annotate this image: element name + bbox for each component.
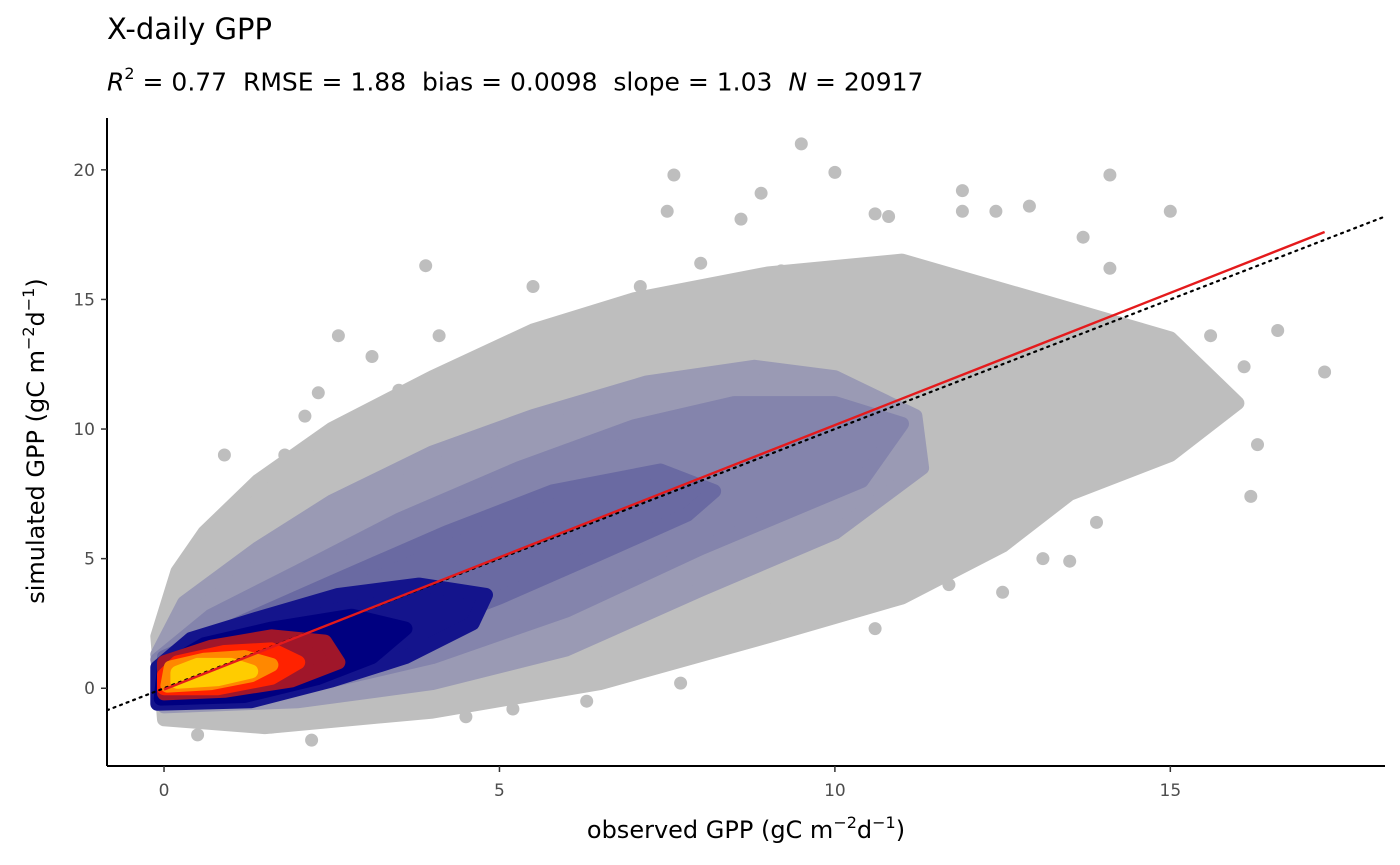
data-point (821, 596, 835, 610)
bias-stat: bias = 0.0098 (422, 67, 598, 97)
data-point (660, 204, 674, 218)
data-point (868, 622, 882, 636)
outlier-points (191, 137, 1332, 747)
data-point (674, 676, 688, 690)
data-point (217, 448, 231, 462)
data-point (506, 702, 520, 716)
y-tick-label: 20 (73, 161, 95, 181)
data-point (305, 733, 319, 747)
data-point (264, 720, 278, 734)
x-axis-title: observed GPP (gC m−2d−1) (587, 813, 905, 844)
density-layers (150, 253, 1245, 735)
data-point (828, 165, 842, 179)
data-point (191, 728, 205, 742)
data-point (754, 186, 768, 200)
data-point (331, 329, 345, 343)
r2-exponent: 2 (124, 64, 135, 83)
data-point (1103, 261, 1117, 275)
data-point (1244, 489, 1258, 503)
data-point (996, 585, 1010, 599)
data-point (868, 207, 882, 221)
data-point (942, 578, 956, 592)
data-point (633, 280, 647, 293)
data-point (667, 168, 681, 182)
y-tick-label: 15 (73, 290, 95, 310)
rmse-stat: RMSE = 1.88 (242, 67, 407, 97)
data-point (278, 448, 292, 462)
data-point (1123, 337, 1137, 350)
data-point (1204, 329, 1218, 343)
data-point (1271, 324, 1285, 337)
data-point (311, 386, 325, 400)
y-axis-title: simulated GPP (gC m−2d−1) (19, 278, 50, 604)
data-point (580, 694, 594, 708)
data-point (1036, 552, 1050, 566)
n-value: = 20917 (815, 67, 924, 97)
y-tick-label: 0 (84, 679, 95, 699)
y-axis-ticks: 0 5 10 15 20 (73, 161, 107, 699)
x-axis-ticks: 0 5 10 15 (159, 766, 1182, 801)
data-point (1103, 168, 1117, 182)
n-symbol: N (788, 67, 808, 97)
data-point (955, 204, 969, 218)
data-point (1251, 438, 1264, 452)
data-point (774, 264, 788, 278)
y-tick-label: 10 (73, 420, 95, 440)
x-tick-label: 5 (494, 781, 505, 801)
data-point (989, 204, 1003, 218)
data-point (1237, 360, 1251, 374)
data-point (432, 329, 446, 343)
data-point (1076, 230, 1090, 244)
data-point (1318, 365, 1332, 379)
r2-symbol: R (107, 67, 125, 97)
data-point (1022, 199, 1036, 213)
reference-lines (107, 215, 1385, 712)
identity-line (107, 215, 1385, 712)
data-point (419, 259, 433, 273)
data-point (955, 184, 969, 198)
r2-value: = 0.77 (142, 67, 228, 97)
data-point (794, 137, 808, 151)
data-point (694, 256, 708, 270)
data-point (1063, 554, 1077, 568)
x-tick-label: 10 (824, 781, 846, 801)
data-point (761, 591, 775, 604)
x-tick-label: 0 (159, 781, 170, 801)
data-point (472, 350, 486, 363)
data-point (298, 409, 312, 423)
data-point (365, 350, 379, 363)
data-point (526, 280, 540, 293)
data-point (459, 710, 473, 724)
data-point (734, 212, 748, 226)
fit-line (163, 230, 1326, 691)
y-tick-label: 5 (84, 550, 95, 570)
chart-subtitle: R2 = 0.77 RMSE = 1.88 bias = 0.0098 slop… (107, 64, 924, 97)
data-point (392, 383, 406, 397)
data-point (882, 210, 896, 223)
data-point (573, 313, 587, 327)
x-tick-label: 15 (1160, 781, 1182, 801)
data-point (727, 635, 741, 649)
slope-stat: slope = 1.03 (613, 67, 773, 97)
data-point (1163, 204, 1177, 218)
data-point (1090, 515, 1103, 529)
chart-title: X-daily GPP (107, 12, 273, 46)
